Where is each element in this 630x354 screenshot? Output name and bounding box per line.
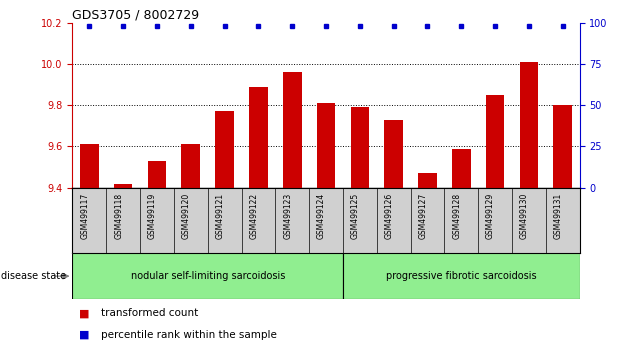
Bar: [72, 253, 343, 299]
Text: GSM499121: GSM499121: [215, 193, 225, 239]
Bar: [317, 103, 335, 188]
Text: GSM499131: GSM499131: [554, 193, 563, 239]
Bar: [350, 107, 369, 188]
Text: ■: ■: [79, 330, 89, 339]
Bar: [249, 87, 268, 188]
Bar: [215, 112, 234, 188]
Bar: [283, 72, 302, 188]
Text: GSM499122: GSM499122: [249, 193, 258, 239]
Text: GSM499120: GSM499120: [182, 193, 191, 239]
Text: disease state: disease state: [1, 271, 66, 281]
Bar: [384, 120, 403, 188]
Text: nodular self-limiting sarcoidosis: nodular self-limiting sarcoidosis: [130, 271, 285, 281]
Bar: [181, 144, 200, 188]
Text: GSM499119: GSM499119: [148, 193, 157, 239]
Text: percentile rank within the sample: percentile rank within the sample: [101, 330, 277, 339]
Bar: [114, 183, 132, 188]
Bar: [486, 95, 505, 188]
Text: GSM499118: GSM499118: [114, 193, 123, 239]
Bar: [80, 144, 99, 188]
Bar: [520, 62, 538, 188]
Bar: [553, 105, 572, 188]
Text: ■: ■: [79, 308, 89, 318]
Text: GDS3705 / 8002729: GDS3705 / 8002729: [72, 9, 200, 22]
Text: GSM499125: GSM499125: [351, 193, 360, 239]
Text: GSM499128: GSM499128: [452, 193, 461, 239]
Bar: [147, 161, 166, 188]
Text: GSM499126: GSM499126: [385, 193, 394, 239]
Text: GSM499129: GSM499129: [486, 193, 495, 239]
Text: progressive fibrotic sarcoidosis: progressive fibrotic sarcoidosis: [386, 271, 537, 281]
Text: GSM499123: GSM499123: [284, 193, 292, 239]
Text: GSM499124: GSM499124: [317, 193, 326, 239]
Bar: [343, 253, 580, 299]
Bar: [418, 173, 437, 188]
Text: GSM499130: GSM499130: [520, 193, 529, 239]
Bar: [452, 149, 471, 188]
Text: GSM499127: GSM499127: [418, 193, 428, 239]
Text: GSM499117: GSM499117: [81, 193, 89, 239]
Text: transformed count: transformed count: [101, 308, 198, 318]
